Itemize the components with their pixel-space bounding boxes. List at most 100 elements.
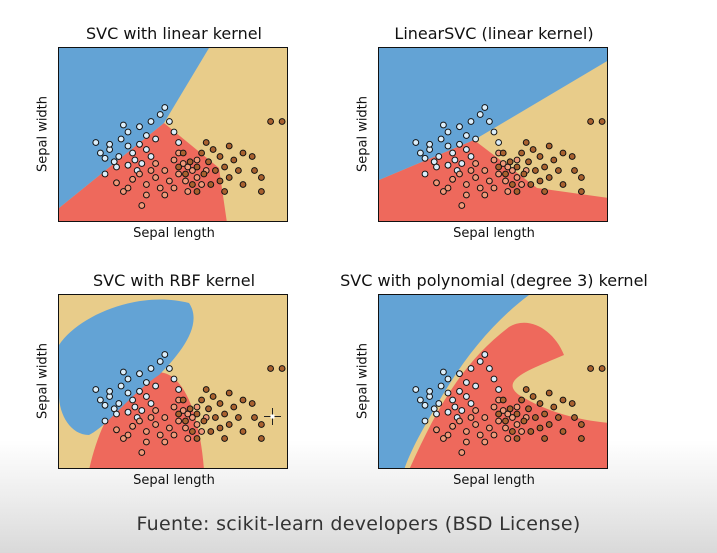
data-point-class-1 — [120, 435, 127, 442]
data-point-class-0 — [101, 417, 109, 425]
data-point-class-2 — [532, 414, 539, 421]
data-point-class-0 — [113, 410, 120, 418]
data-point-class-0 — [143, 132, 150, 139]
data-point-class-0 — [495, 139, 502, 146]
data-point-class-1 — [499, 407, 507, 414]
data-point-class-2 — [251, 167, 258, 174]
x-axis-label: Sepal length — [453, 226, 535, 241]
data-point-class-0 — [467, 153, 475, 160]
data-point-class-1 — [495, 170, 502, 178]
data-point-class-1 — [129, 422, 136, 430]
data-point-class-0 — [412, 139, 420, 146]
data-point-class-0 — [124, 408, 132, 416]
data-point-class-0 — [143, 146, 150, 153]
data-point-class-1 — [124, 184, 132, 192]
data-point-class-2 — [212, 167, 219, 174]
data-point-class-0 — [435, 153, 443, 160]
data-point-class-0 — [463, 132, 470, 139]
data-point-class-2 — [267, 365, 275, 372]
data-point-class-0 — [129, 396, 136, 404]
data-point-class-0 — [131, 403, 139, 411]
data-point-class-0 — [170, 128, 178, 136]
data-point-class-1 — [152, 421, 159, 428]
data-point-class-2 — [578, 435, 585, 442]
data-point-class-0 — [472, 135, 479, 143]
x-axis-label: Sepal length — [453, 473, 535, 488]
data-point-class-2 — [509, 181, 516, 188]
data-point-class-0 — [481, 104, 489, 111]
data-point-class-1 — [467, 414, 475, 421]
data-point-class-2 — [225, 421, 233, 428]
data-point-class-0 — [421, 170, 429, 178]
data-point-class-0 — [147, 365, 155, 372]
data-point-class-0 — [106, 140, 113, 148]
data-point-class-2 — [506, 405, 514, 413]
data-point-class-2 — [495, 163, 502, 171]
data-point-class-2 — [216, 400, 224, 407]
data-point-class-0 — [444, 389, 452, 397]
data-point-class-0 — [444, 161, 452, 169]
data-point-class-2 — [230, 403, 238, 411]
data-point-class-0 — [490, 128, 498, 136]
data-point-class-1 — [490, 156, 498, 164]
data-point-class-0 — [421, 417, 429, 425]
data-point-class-1 — [513, 156, 521, 164]
data-point-class-2 — [513, 435, 521, 442]
data-point-class-1 — [156, 184, 164, 192]
data-point-class-0 — [444, 128, 452, 136]
data-point-class-1 — [444, 431, 452, 439]
data-point-class-2 — [216, 153, 224, 160]
data-point-class-0 — [456, 123, 463, 131]
crosshair-cursor-icon — [264, 408, 281, 425]
data-point-class-0 — [138, 407, 146, 414]
data-point-class-2 — [513, 188, 521, 195]
plot-area — [378, 47, 608, 222]
data-point-class-2 — [189, 181, 196, 188]
data-point-class-1 — [472, 407, 479, 414]
data-point-class-2 — [513, 410, 521, 418]
region-class-0 — [59, 48, 209, 208]
data-point-class-2 — [545, 389, 553, 397]
data-point-class-2 — [578, 188, 585, 195]
data-point-class-2 — [239, 149, 247, 157]
data-point-class-2 — [207, 181, 215, 188]
data-point-class-0 — [124, 375, 132, 383]
data-point-class-2 — [555, 414, 562, 421]
data-point-class-2 — [221, 435, 229, 442]
data-point-class-0 — [92, 139, 100, 146]
region-class-0 — [59, 299, 194, 435]
data-point-class-2 — [209, 393, 217, 400]
data-point-class-2 — [248, 400, 256, 407]
data-point-class-2 — [193, 435, 201, 442]
data-point-class-2 — [559, 181, 567, 188]
data-point-class-2 — [559, 428, 567, 435]
data-point-class-1 — [184, 435, 192, 442]
data-point-class-0 — [152, 135, 159, 143]
data-point-class-2 — [587, 365, 595, 372]
data-point-class-0 — [417, 396, 424, 404]
plot-title: SVC with RBF kernel — [92, 271, 256, 290]
decision-surface — [379, 48, 607, 221]
decision-surface — [59, 295, 287, 468]
data-point-class-2 — [239, 181, 247, 188]
data-point-class-1 — [467, 167, 475, 174]
data-point-class-2 — [225, 142, 233, 150]
data-point-class-2 — [179, 149, 187, 157]
data-point-class-0 — [476, 358, 484, 365]
data-point-class-2 — [198, 149, 206, 157]
data-point-class-2 — [175, 410, 182, 418]
data-point-class-1 — [152, 407, 159, 414]
data-point-class-2 — [209, 146, 217, 153]
data-point-class-2 — [520, 417, 528, 425]
data-point-class-1 — [143, 191, 150, 199]
data-point-class-1 — [456, 417, 463, 425]
data-point-class-0 — [490, 375, 498, 383]
data-point-class-1 — [513, 421, 521, 428]
data-point-class-1 — [161, 414, 169, 421]
data-point-class-1 — [198, 428, 206, 435]
data-point-class-1 — [463, 428, 470, 435]
data-point-class-1 — [476, 184, 484, 192]
data-point-class-0 — [117, 135, 125, 143]
data-point-class-0 — [101, 170, 109, 178]
data-point-class-1 — [170, 431, 178, 439]
